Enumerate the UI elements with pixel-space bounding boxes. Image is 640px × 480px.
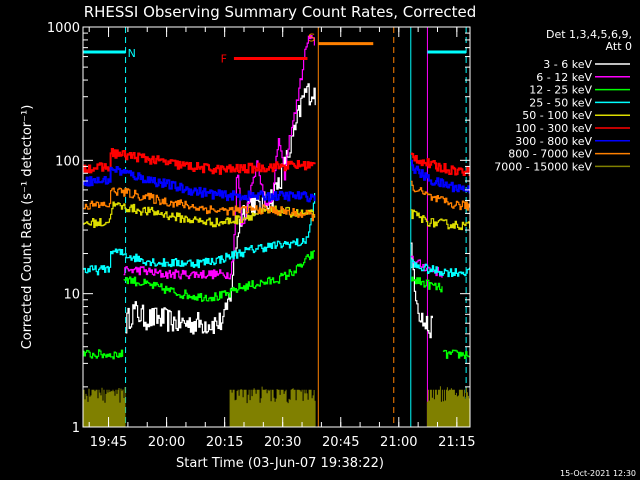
series-band <box>83 387 126 427</box>
series-line <box>410 242 433 339</box>
legend-entry: 7000 - 15000 keV <box>494 160 592 173</box>
series-line <box>83 193 316 276</box>
series-7000-15000-keV <box>83 386 470 427</box>
x-tick-label: 19:45 <box>90 435 127 450</box>
series-800-7000-keV <box>83 180 470 222</box>
series-line <box>123 250 315 302</box>
annotation-label: S <box>308 32 315 45</box>
series-12-25-keV <box>83 250 470 360</box>
annotation-label: N <box>128 47 136 60</box>
x-tick-label: 20:00 <box>148 435 185 450</box>
series-6-12-keV <box>123 35 443 280</box>
series-line <box>83 148 316 175</box>
x-tick-label: 20:45 <box>322 435 359 450</box>
series-line <box>410 209 470 231</box>
series-band <box>229 386 316 427</box>
series-line <box>410 259 470 278</box>
legend-entry: 25 - 50 keV <box>529 96 592 109</box>
y-axis-label: Corrected Count Rate (s⁻¹ detector⁻¹) <box>20 105 35 350</box>
y-tick-label: 100 <box>55 154 80 169</box>
legend-entry: 3 - 6 keV <box>543 58 592 71</box>
x-tick-label: 21:15 <box>438 435 475 450</box>
x-axis-label: Start Time (03-Jun-07 19:38:22) <box>176 456 384 471</box>
legend-entry: 50 - 100 keV <box>522 109 592 122</box>
legend-entry: 6 - 12 keV <box>536 71 592 84</box>
series-line <box>410 159 470 194</box>
series-band <box>426 386 470 427</box>
y-axis: 1 10 100 1000 <box>47 21 470 436</box>
series-line <box>123 35 315 280</box>
legend-header: Det 1,3,4,5,6,9, <box>546 28 632 41</box>
y-tick-label: 1000 <box>47 21 80 36</box>
x-axis: 19:45 20:00 20:15 20:30 20:45 21:00 21:15 <box>88 27 476 450</box>
footer-timestamp: 15-Oct-2021 12:30 <box>560 469 636 478</box>
chart-title: RHESSI Observing Summary Count Rates, Co… <box>84 3 477 21</box>
plot-frame <box>82 26 471 428</box>
x-tick-label: 21:00 <box>380 435 417 450</box>
x-tick-label: 20:30 <box>264 435 301 450</box>
series-line <box>83 187 316 222</box>
legend-entry: 12 - 25 keV <box>529 84 592 97</box>
series-300-800-keV <box>83 159 470 203</box>
legend-entry: 300 - 800 keV <box>515 135 592 148</box>
series-100-300-keV <box>83 148 470 176</box>
x-tick-label: 20:15 <box>206 435 243 450</box>
legend-header: Att 0 <box>606 40 632 53</box>
series-25-50-keV <box>83 193 470 278</box>
annotation-label: F <box>221 53 227 66</box>
series-line <box>442 349 470 359</box>
series-line <box>410 180 470 211</box>
series-line <box>410 255 443 278</box>
y-tick-label: 10 <box>63 288 80 303</box>
y-tick-label: 1 <box>72 421 80 436</box>
series-line <box>410 276 443 293</box>
legend-entry: 800 - 7000 keV <box>508 148 592 161</box>
series-line <box>83 349 124 360</box>
series-line <box>410 152 470 176</box>
series-line <box>83 166 316 203</box>
legend-entry: 100 - 300 keV <box>515 122 592 135</box>
